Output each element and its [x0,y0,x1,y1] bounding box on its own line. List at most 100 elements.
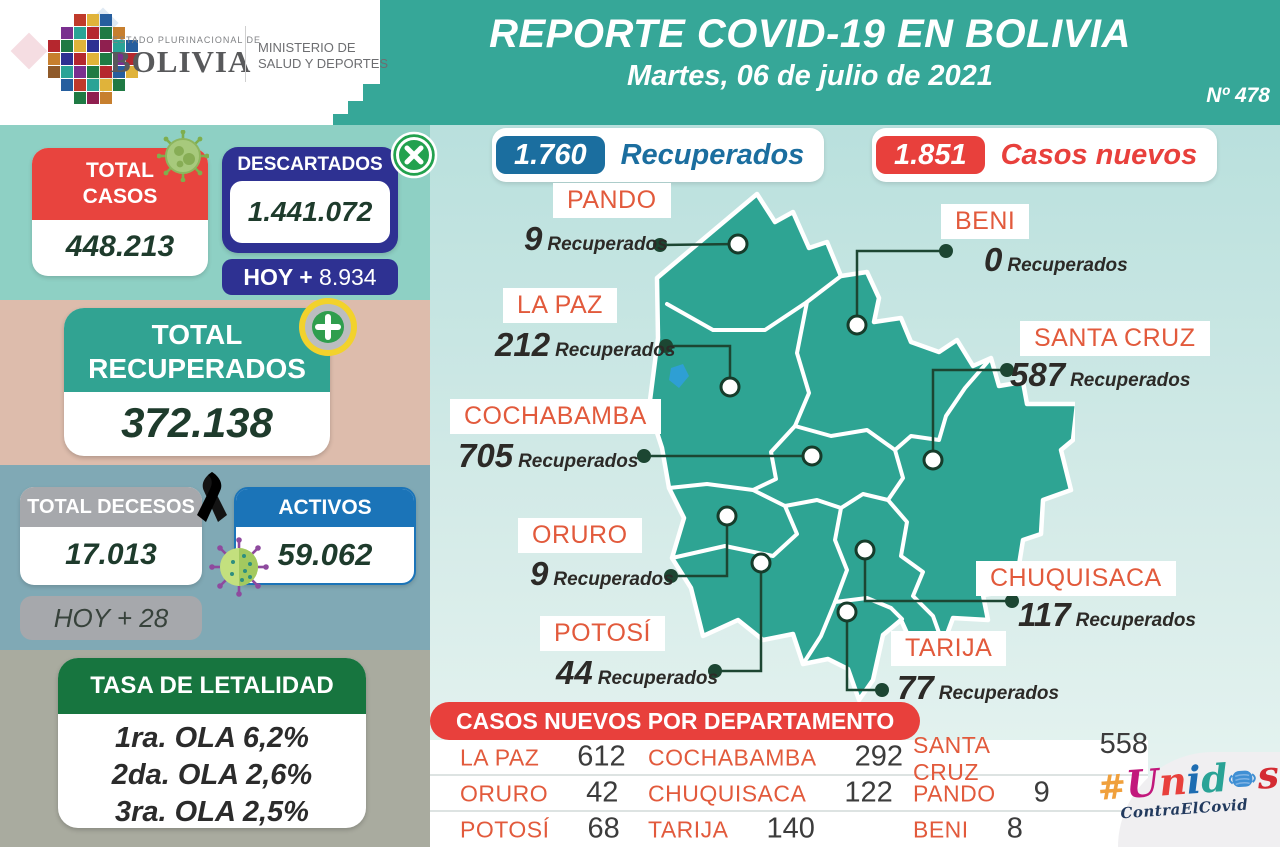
decesos-today-pill: HOY + 28 [20,596,202,640]
header-bar: ESTADO PLURINACIONAL DE BOLIVIA MINISTER… [0,0,1280,125]
total-recuperados-card: TOTAL RECUPERADOS 372.138 [64,308,330,456]
dept-recovered-value: 117 [1018,596,1071,633]
total-casos-label2: CASOS [82,185,158,208]
total-decesos-value: 17.013 [65,538,157,571]
dept-label-santa-cruz: SANTA CRUZ 587 Recuperados [1010,321,1210,394]
table-value: 8 [1006,812,1023,845]
dept-recovered-unit: Recuperados [938,683,1060,704]
total-recuperados-header: TOTAL RECUPERADOS [64,308,330,392]
report-title: REPORTE COVID-19 EN BOLIVIA [489,12,1131,56]
table-row: LA PAZ 612 COCHABAMBA 292 SANTA CRUZ 558 [430,728,1148,785]
recuperados-banner-value: 1.760 [496,136,605,174]
total-recuperados-label1: TOTAL [151,319,243,350]
dept-recovered-unit: Recuperados [1007,255,1128,276]
virus-icon-purple [209,537,269,597]
unidos-contra-el-covid-logo: #Unid s ContraElCovid [1096,751,1280,824]
dept-recovered-value: 9 [524,220,543,257]
report-number: Nº 478 [1206,84,1270,107]
table-dept: ORURO [460,780,549,807]
activos-label: ACTIVOS [236,489,414,527]
report-date: Martes, 06 de julio de 2021 [627,60,993,92]
table-dept: TARIJA [648,816,729,843]
new-cases-table-title: CASOS NUEVOS POR DEPARTAMENTO [430,702,921,740]
dept-name: CHUQUISACA [976,561,1176,596]
header-white-step [0,0,333,125]
hashtag-glyph: # [1096,767,1128,809]
casos-nuevos-banner-label: Casos nuevos [1000,138,1198,171]
dept-label-beni: BENI 0 Recuperados [941,204,1128,279]
dept-label-chuquisaca: CHUQUISACA 117 Recuperados [976,561,1196,634]
discarded-x-icon [390,131,438,179]
table-dept: SANTA CRUZ [913,732,990,785]
dept-label-pando: PANDO 9 Recuperados [524,183,671,258]
descartados-value: 1.441.072 [230,181,390,243]
dept-recovered-value: 9 [530,555,549,592]
table-dept: CHUQUISACA [648,780,807,807]
estado-plurinacional-text: ESTADO PLURINACIONAL DE [112,35,262,45]
dept-recovered-unit: Recuperados [555,340,676,361]
table-dept: PANDO [913,780,996,807]
descartados-label: DESCARTADOS [237,154,383,175]
table-dept: COCHABAMBA [648,744,817,771]
dept-name: COCHABAMBA [450,399,661,434]
table-row: ORURO 42 CHUQUISACA 122 PANDO 9 [430,776,1148,812]
dept-name: ORURO [518,518,642,553]
bolivia-wordmark: BOLIVIA [110,44,252,79]
total-recuperados-label2: RECUPERADOS [88,353,306,384]
logo-letter: U [1124,759,1161,807]
bolivia-chakana-logo [48,14,60,26]
dept-recovered-unit: Recuperados [547,234,668,255]
mourning-ribbon-icon [197,472,227,522]
logo-letter: s [1255,751,1280,798]
table-row: POTOSÍ 68 TARIJA 140 BENI 8 [430,812,1148,846]
ola-2: 2da. OLA 2,6% [111,759,313,791]
table-value: 558 [1099,728,1148,760]
dept-recovered-value: 705 [458,437,514,474]
dept-label-potosi: POTOSÍ 44 Recuperados [540,616,718,692]
total-decesos-card: TOTAL DECESOS 17.013 [20,487,202,585]
total-recuperados-value: 372.138 [121,399,273,446]
recuperados-banner: 1.760 Recuperados [492,128,825,182]
dept-name: SANTA CRUZ [1020,321,1210,356]
tasa-letalidad-label: TASA DE LETALIDAD [58,658,366,714]
total-casos-label1: TOTAL [85,159,155,182]
logo-letter: d [1199,754,1230,802]
dept-recovered-value: 212 [495,326,551,363]
dept-name: BENI [941,204,1030,239]
table-dept: POTOSÍ [460,816,550,843]
new-cases-table: LA PAZ 612 COCHABAMBA 292 SANTA CRUZ 558 OR… [430,728,1148,847]
table-value: 42 [586,776,619,809]
activos-value: 59.062 [277,537,373,572]
casos-nuevos-banner-value: 1.851 [876,136,985,174]
total-casos-value: 448.213 [65,230,175,263]
dept-name: LA PAZ [503,288,617,323]
dept-recovered-value: 44 [556,654,593,691]
table-value: 9 [1033,776,1050,809]
ministry-line2: SALUD Y DEPORTES [258,56,389,71]
dept-recovered-unit: Recuperados [553,569,674,590]
dept-label-la-paz: LA PAZ 212 Recuperados [495,288,676,364]
dept-name: TARIJA [891,631,1007,666]
descartados-today-label: HOY + [243,264,313,290]
dept-label-tarija: TARIJA 77 Recuperados [891,631,1059,707]
dept-recovered-unit: Recuperados [518,451,639,472]
table-dept: LA PAZ [460,744,540,771]
ola-1: 1ra. OLA 6,2% [115,722,309,754]
dept-recovered-value: 587 [1010,356,1066,393]
face-mask-icon [1229,770,1257,788]
table-value: 140 [766,812,815,845]
dept-name: POTOSÍ [540,616,666,651]
dept-label-oruro: ORURO 9 Recuperados [518,518,674,593]
table-value: 68 [587,812,620,845]
total-decesos-label: TOTAL DECESOS [20,487,202,527]
table-value: 122 [844,776,893,809]
table-dept: BENI [913,816,969,843]
dept-recovered-value: 0 [984,241,1003,278]
ministry-line1: MINISTERIO DE [258,40,356,55]
ola-3: 3ra. OLA 2,5% [115,796,309,828]
ministry-name: MINISTERIO DE SALUD Y DEPORTES [258,40,388,72]
table-value: 612 [577,740,626,773]
descartados-card: DESCARTADOS 1.441.072 [222,147,398,253]
casos-nuevos-banner: 1.851 Casos nuevos [872,128,1218,182]
